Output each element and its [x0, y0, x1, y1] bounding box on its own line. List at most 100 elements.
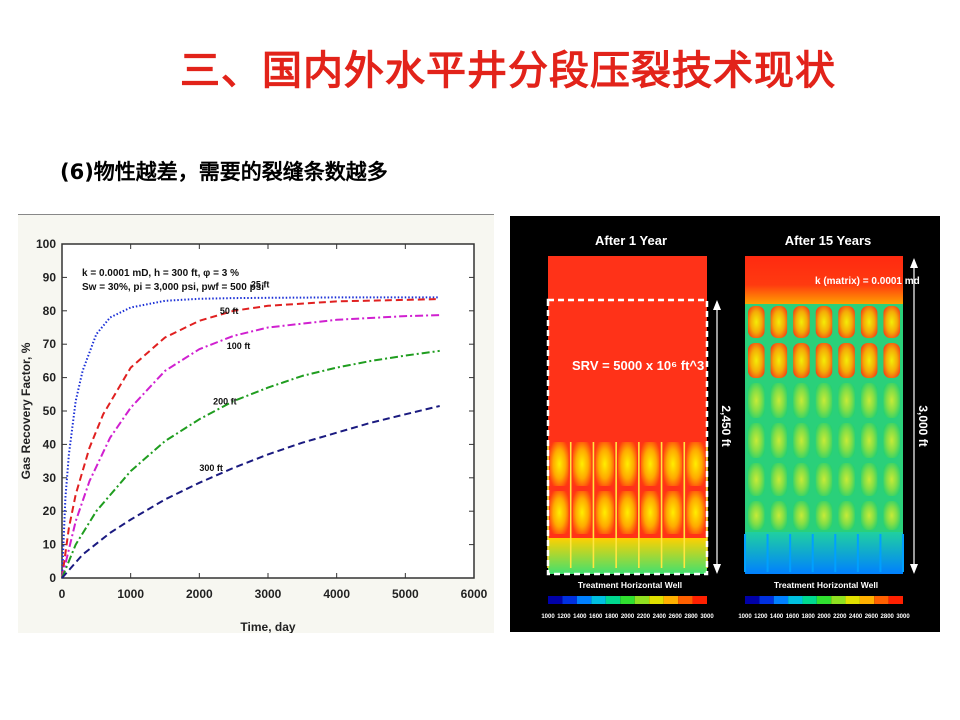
simulation-map-after-15-years: k (matrix) = 0.0001 md [744, 256, 920, 574]
series-line-300-ft [61, 405, 440, 579]
matrix-permeability-label: k (matrix) = 0.0001 md [815, 276, 920, 287]
sim-cell [838, 463, 855, 496]
sim-cell [595, 491, 615, 534]
colorbar-swatch [888, 596, 903, 604]
fracture-cells-after-15-years [748, 306, 900, 530]
sim-cell [770, 306, 788, 338]
slide-subtitle: (6)物性越差，需要的裂缝条数越多 [60, 160, 388, 184]
sim-cell [838, 423, 855, 458]
panel-title-after-15-years: After 15 Years [785, 233, 872, 248]
height-label-left: 2,450 ft [719, 405, 733, 446]
colorbar-right: 1000 1200 1400 1600 1800 2000 2200 2400 2600 2800… [738, 596, 910, 620]
colorbar-tick-label: 2800 [881, 614, 895, 620]
colorbar-tick-label: 1000 [738, 614, 752, 620]
series-line-200-ft [61, 349, 440, 579]
fracture-lines-after-15-years [744, 534, 904, 572]
colorbar-tick-label: 2600 [669, 614, 683, 620]
colorbar-swatch [591, 596, 606, 604]
sim-cell [815, 383, 833, 418]
series-label-50-ft: 50 ft [220, 306, 239, 316]
colorbar-swatch [802, 596, 817, 604]
x-tick-label: 3000 [255, 587, 282, 601]
simulation-map-after-1-year: SRV = 5000 x 10⁶ ft^3 [546, 256, 709, 576]
sim-cell [883, 306, 900, 338]
y-tick-label: 80 [43, 304, 57, 318]
colorbar-swatch [831, 596, 846, 604]
sim-cell [860, 306, 878, 338]
sim-cell [883, 501, 900, 530]
x-axis-ticks: 0 1000 2000 3000 4000 5000 6000 [59, 244, 488, 601]
y-axis-ticks: 0 10 20 30 40 50 60 70 80 90 100 [36, 237, 474, 585]
sim-cell [793, 423, 810, 458]
well-label-right: Treatment Horizontal Well [774, 580, 878, 590]
series-labels: 25 ft 50 ft 100 ft 200 ft 300 ft [199, 279, 269, 473]
colorbar-tick-label: 1200 [557, 614, 571, 620]
sim-cell [686, 442, 705, 486]
colorbar-swatch [773, 596, 789, 604]
recovery-factor-chart-svg: 0 10 20 30 40 50 60 70 80 90 100 0 1000 2000 3000 4000… [19, 237, 488, 633]
sim-cell [793, 343, 810, 378]
sim-cell [838, 383, 855, 418]
sim-cell [793, 306, 810, 338]
x-axis-label: Time, day [240, 620, 295, 633]
recovery-factor-chart: 0 10 20 30 40 50 60 70 80 90 100 0 1000 2000 3000 4000… [18, 214, 494, 633]
sim-cell [748, 383, 765, 418]
x-tick-label: 5000 [392, 587, 419, 601]
y-tick-label: 30 [43, 471, 57, 485]
sim-cell [815, 306, 833, 338]
series-label-200-ft: 200 ft [213, 396, 237, 406]
sim-cell [793, 463, 810, 496]
colorbar-tick-label: 1400 [770, 614, 784, 620]
sim-cell [770, 463, 788, 496]
height-arrow-right: 3,000 ft [910, 258, 930, 574]
sim-cell [640, 442, 660, 486]
height-label-right: 3,000 ft [916, 405, 930, 446]
y-tick-label: 20 [43, 504, 57, 518]
colorbar-tick-label: 1600 [786, 614, 800, 620]
colorbar-tick-label: 2000 [817, 614, 831, 620]
sim-cell [770, 383, 788, 418]
sim-cell [815, 501, 833, 530]
srv-boundary [546, 298, 709, 576]
colorbar-swatch [759, 596, 774, 604]
colorbar-tick-label: 2400 [849, 614, 863, 620]
colorbar-tick-label: 3000 [700, 614, 714, 620]
srv-label: SRV = 5000 x 10⁶ ft^3 [572, 358, 704, 373]
colorbar-tick-label: 1800 [802, 614, 816, 620]
sim-cell [770, 501, 788, 530]
sim-cell [686, 491, 705, 534]
colorbar-tick-label: 2000 [621, 614, 635, 620]
colorbar-swatch [678, 596, 693, 604]
sim-cell [770, 423, 788, 458]
colorbar-swatch [634, 596, 650, 604]
sim-cell [860, 383, 878, 418]
y-tick-label: 10 [43, 538, 57, 552]
fracture-cells-after-1-year [550, 442, 705, 534]
colorbar-tick-label: 2800 [684, 614, 698, 620]
sim-cell [770, 343, 788, 378]
y-tick-label: 0 [49, 571, 56, 585]
colorbar-swatch [874, 596, 889, 604]
colorbar-tick-label: 1800 [605, 614, 619, 620]
series-label-100-ft: 100 ft [227, 341, 251, 351]
sim-cell [883, 343, 900, 378]
well-label-left: Treatment Horizontal Well [578, 580, 682, 590]
sim-cell [550, 491, 569, 534]
sim-cell [748, 306, 765, 338]
colorbar-tick-label: 2200 [637, 614, 651, 620]
sim-cell [618, 491, 637, 534]
colorbar-swatch [692, 596, 707, 604]
y-tick-label: 70 [43, 337, 57, 351]
x-tick-label: 2000 [186, 587, 213, 601]
x-tick-label: 0 [59, 587, 66, 601]
sim-cell [838, 343, 855, 378]
series-label-300-ft: 300 ft [199, 463, 223, 473]
y-tick-label: 50 [43, 404, 57, 418]
colorbar-swatch [859, 596, 875, 604]
annotation-line-2: Sw = 30%, pi = 3,000 psi, pwf = 500 psi [82, 282, 264, 293]
series-line-100-ft [61, 314, 440, 579]
sim-cell [838, 306, 855, 338]
sim-cell [815, 423, 833, 458]
sim-cell [748, 463, 765, 496]
colorbar-swatch [548, 596, 563, 604]
